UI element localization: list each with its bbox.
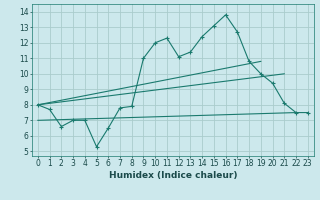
X-axis label: Humidex (Indice chaleur): Humidex (Indice chaleur): [108, 171, 237, 180]
